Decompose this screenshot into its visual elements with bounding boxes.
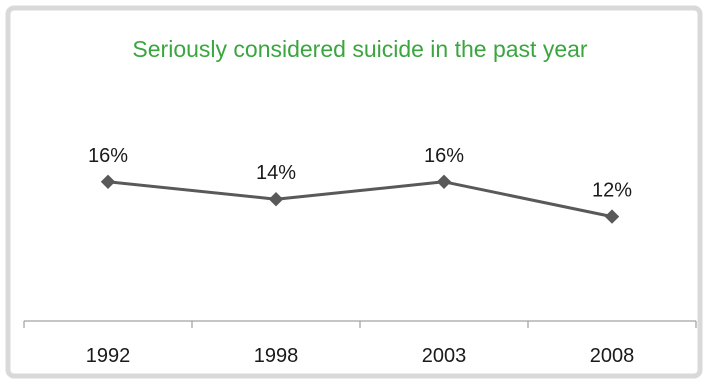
series-line	[107, 180, 613, 219]
x-tick-labels: 1992 1998 2003 2008	[86, 345, 635, 367]
x-tick-label: 1998	[254, 345, 299, 367]
data-point-marker	[436, 174, 452, 190]
data-labels: 16% 14% 16% 12%	[88, 145, 632, 202]
x-axis	[23, 320, 697, 328]
data-point-marker	[604, 209, 620, 224]
x-tick-label: 2003	[422, 345, 467, 367]
x-tick-label: 2008	[590, 345, 635, 367]
data-label: 14%	[256, 162, 296, 184]
x-tick-label: 1992	[86, 345, 131, 367]
data-label: 16%	[424, 145, 464, 167]
data-point-marker	[268, 191, 284, 207]
chart-title: Seriously considered suicide in the past…	[132, 36, 587, 62]
series-line-path	[107, 180, 613, 219]
series-markers	[100, 174, 620, 224]
data-point-marker	[100, 174, 116, 190]
data-label: 12%	[592, 180, 632, 202]
data-label: 16%	[88, 145, 128, 167]
